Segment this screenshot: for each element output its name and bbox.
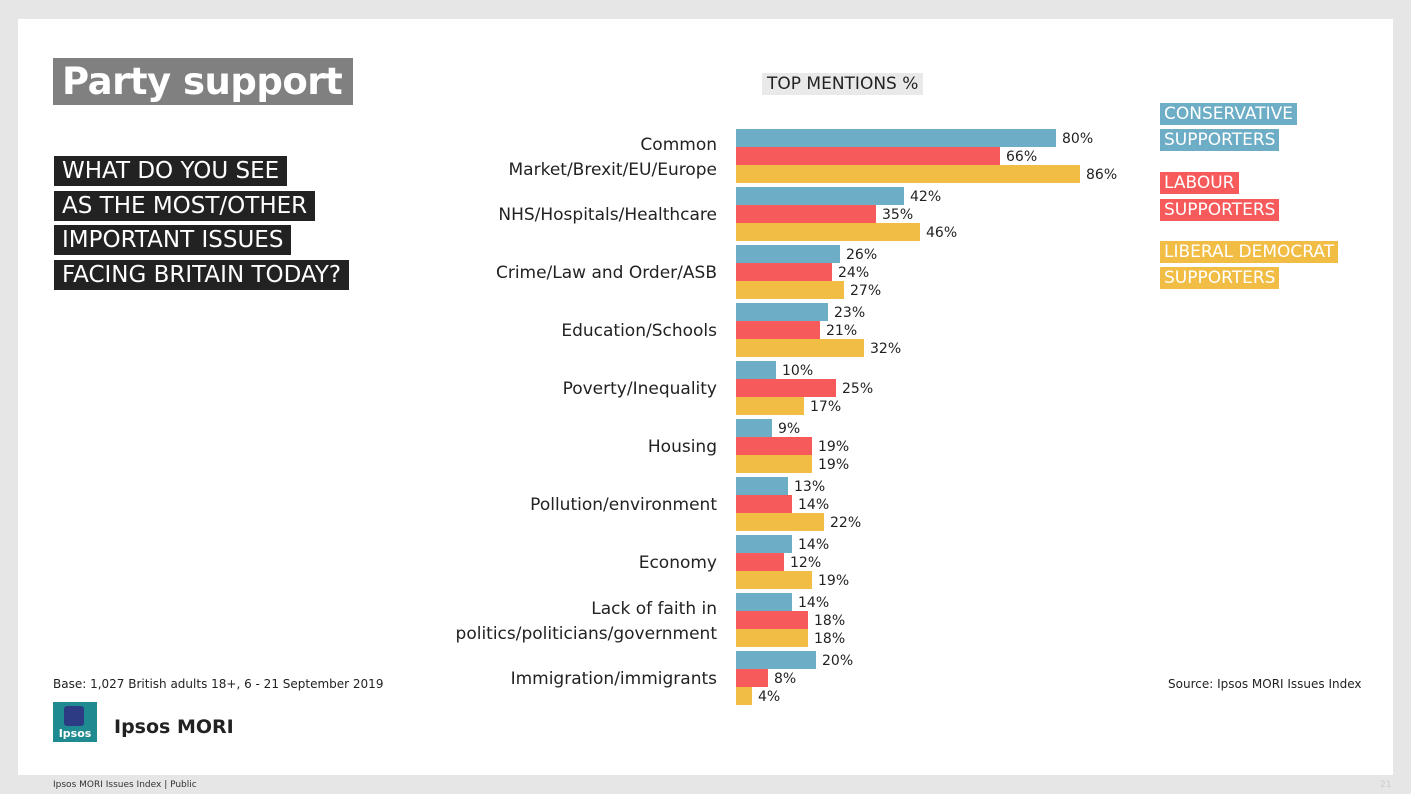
bar (736, 477, 788, 495)
base-note: Base: 1,027 British adults 18+, 6 - 21 S… (53, 677, 384, 691)
legend-conservative-line-1: CONSERVATIVE (1160, 103, 1298, 125)
bar-value-label: 14% (798, 595, 829, 611)
bar (736, 651, 816, 669)
bar (736, 397, 804, 415)
bar (736, 361, 776, 379)
bar-value-label: 20% (822, 653, 853, 669)
legend-labour-line-1: LABOUR (1160, 172, 1239, 194)
footer-classification: Ipsos MORI Issues Index | Public (53, 780, 197, 790)
bar-value-label: 24% (838, 265, 869, 281)
bar-value-label: 19% (818, 439, 849, 455)
bar-value-label: 19% (818, 573, 849, 589)
bar (736, 281, 844, 299)
category-label: Poverty/Inequality (563, 379, 717, 399)
bar-value-label: 66% (1006, 149, 1037, 165)
bar-value-label: 21% (826, 323, 857, 339)
legend-labour-line-2: SUPPORTERS (1160, 199, 1280, 221)
bar (736, 419, 772, 437)
legend-libdem-line-2: SUPPORTERS (1160, 267, 1280, 289)
bar (736, 303, 828, 321)
bar-value-label: 22% (830, 515, 861, 531)
bar-value-label: 46% (926, 225, 957, 241)
bar (736, 379, 836, 397)
bar-value-label: 14% (798, 497, 829, 513)
bar (736, 513, 824, 531)
logo-mark-icon (64, 706, 84, 726)
bar (736, 629, 808, 647)
logo-text: Ipsos (58, 727, 92, 740)
bar-value-label: 25% (842, 381, 873, 397)
bar-value-label: 8% (774, 671, 796, 687)
bar-value-label: 27% (850, 283, 881, 299)
bar-value-label: 18% (814, 613, 845, 629)
bar-value-label: 18% (814, 631, 845, 647)
bar (736, 611, 808, 629)
bar-value-label: 9% (778, 421, 800, 437)
legend-libdem-line-1: LIBERAL DEMOCRAT (1160, 241, 1339, 263)
legend-conservative-line-2: SUPPORTERS (1160, 129, 1280, 151)
source-note: Source: Ipsos MORI Issues Index (1168, 677, 1362, 691)
category-label: Crime/Law and Order/ASB (496, 263, 717, 283)
bar (736, 553, 784, 571)
bar-value-label: 10% (782, 363, 813, 379)
bar-value-label: 42% (910, 189, 941, 205)
page-number: 21 (1380, 780, 1392, 790)
bar-value-label: 17% (810, 399, 841, 415)
question-line-3: IMPORTANT ISSUES (54, 225, 292, 255)
bar (736, 339, 864, 357)
bar-value-label: 12% (790, 555, 821, 571)
bar (736, 147, 1000, 165)
bar-value-label: 14% (798, 537, 829, 553)
bar (736, 165, 1080, 183)
bar (736, 593, 792, 611)
bar (736, 321, 820, 339)
bar (736, 187, 904, 205)
top-mentions-label: TOP MENTIONS % (762, 73, 924, 95)
brand-name: Ipsos MORI (114, 716, 234, 738)
bar-value-label: 35% (882, 207, 913, 223)
bar-value-label: 23% (834, 305, 865, 321)
bar (736, 687, 752, 705)
bar (736, 223, 920, 241)
bar-value-label: 4% (758, 689, 780, 705)
category-label: Pollution/environment (530, 495, 717, 515)
bar-value-label: 32% (870, 341, 901, 357)
category-label: Immigration/immigrants (511, 669, 718, 689)
category-label: Education/Schools (561, 321, 717, 341)
bar (736, 535, 792, 553)
page-title: Party support (53, 58, 354, 105)
bar (736, 129, 1056, 147)
bar-value-label: 19% (818, 457, 849, 473)
category-label: Economy (639, 553, 717, 573)
bar (736, 571, 812, 589)
bar (736, 669, 768, 687)
bar (736, 263, 832, 281)
category-label: Housing (648, 437, 717, 457)
bar-value-label: 86% (1086, 167, 1117, 183)
question-line-1: WHAT DO YOU SEE (54, 156, 288, 186)
bar-value-label: 13% (794, 479, 825, 495)
bar (736, 205, 876, 223)
category-label: Common Market/Brexit/EU/Europe (509, 135, 717, 180)
question-line-2: AS THE MOST/OTHER (54, 191, 316, 221)
category-label: Lack of faith in politics/politicians/gov… (456, 599, 718, 644)
ipsos-logo: Ipsos (53, 702, 97, 742)
bar-value-label: 26% (846, 247, 877, 263)
bar (736, 437, 812, 455)
bar (736, 455, 812, 473)
bar (736, 245, 840, 263)
category-label: NHS/Hospitals/Healthcare (498, 205, 717, 225)
bar (736, 495, 792, 513)
bar-value-label: 80% (1062, 131, 1093, 147)
question-line-4: FACING BRITAIN TODAY? (54, 260, 350, 290)
